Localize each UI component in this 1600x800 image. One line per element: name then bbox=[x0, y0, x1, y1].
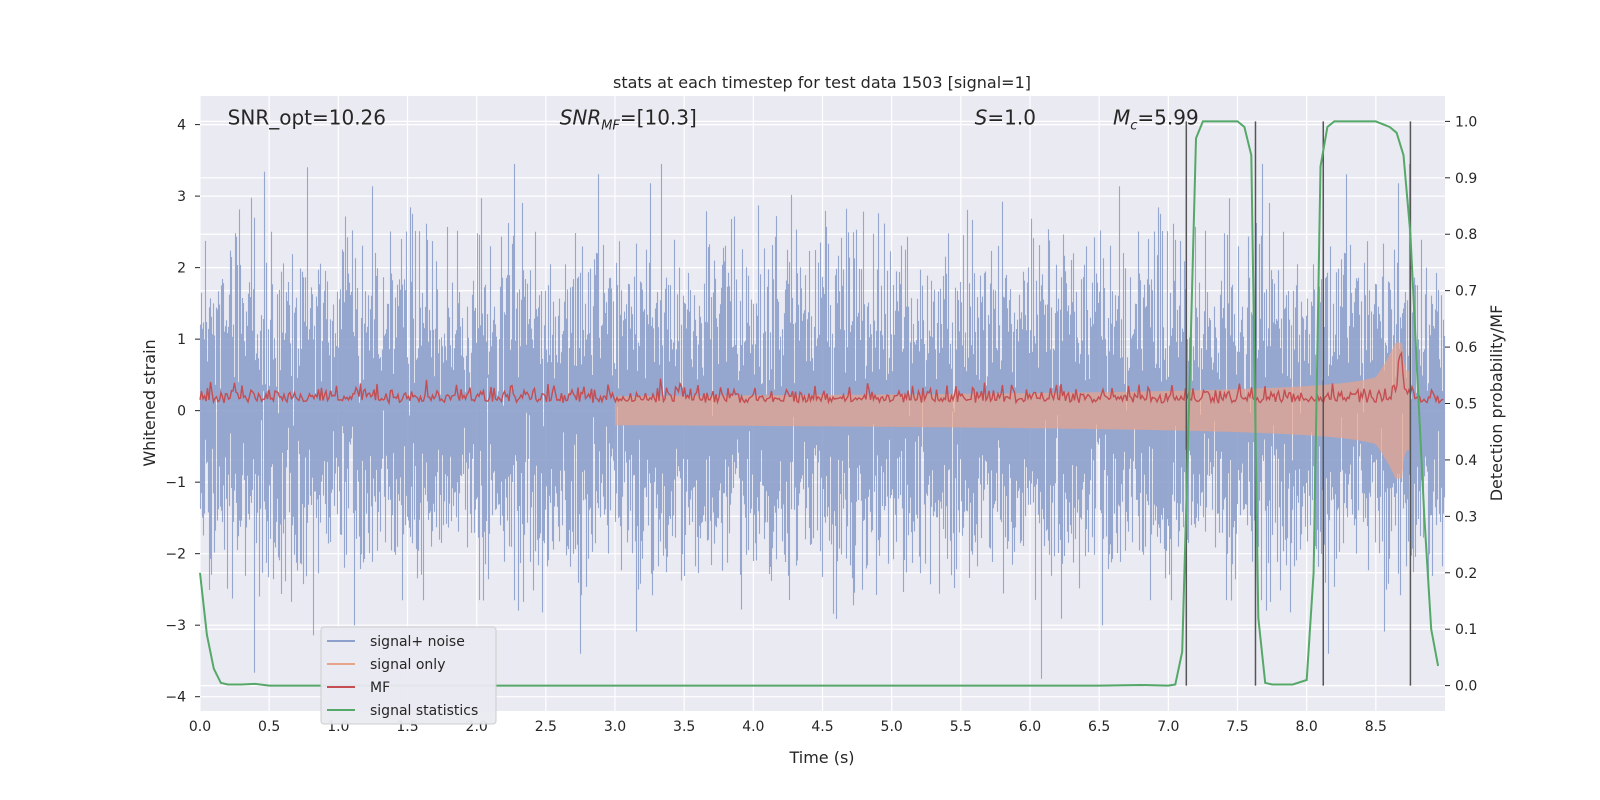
y2-tick-label-8: 0.8 bbox=[1455, 227, 1477, 243]
y-tick-label-1: −3 bbox=[165, 618, 186, 634]
x-tick-label-7: 3.5 bbox=[673, 719, 695, 735]
legend-box bbox=[320, 626, 497, 725]
x-tick-label-5: 2.5 bbox=[535, 719, 557, 735]
y2-tick-label-10: 1.0 bbox=[1455, 114, 1477, 130]
x-axis-label: Time (s) bbox=[788, 748, 854, 767]
y2-tick-label-0: 0.0 bbox=[1455, 679, 1477, 695]
y-axis-label: Whitened strain bbox=[140, 339, 159, 466]
x-tick-label-0: 0.0 bbox=[189, 719, 211, 735]
y2-tick-label-6: 0.6 bbox=[1455, 340, 1477, 356]
y2-tick-label-2: 0.2 bbox=[1455, 566, 1477, 582]
x-tick-label-12: 6.0 bbox=[1019, 719, 1041, 735]
y-tick-label-8: 4 bbox=[177, 118, 186, 134]
mf-line bbox=[199, 350, 1444, 406]
x-tick-label-6: 3.0 bbox=[604, 719, 626, 735]
y-tick-label-4: 0 bbox=[177, 404, 186, 420]
x-tick-label-10: 5.0 bbox=[881, 719, 903, 735]
y-tick-label-5: 1 bbox=[177, 332, 186, 348]
y-tick-label-7: 3 bbox=[177, 189, 186, 205]
y-tick-label-3: −1 bbox=[165, 475, 186, 491]
legend-label-2: MF bbox=[370, 680, 390, 696]
legend-label-1: signal only bbox=[370, 657, 445, 673]
y2-tick-label-5: 0.5 bbox=[1455, 397, 1477, 413]
x-tick-label-16: 8.0 bbox=[1296, 719, 1318, 735]
x-tick-label-13: 6.5 bbox=[1088, 719, 1110, 735]
y-tick-label-6: 2 bbox=[177, 261, 186, 277]
signal-only-line bbox=[615, 342, 1409, 479]
y2-axis-label: Detection probability/MF bbox=[1487, 305, 1506, 502]
annotation-2: S=1.0 bbox=[975, 105, 1036, 129]
annotations: SNR_opt=10.26 SNRMF=[10.3] S=1.0 Mc=5.99 bbox=[228, 105, 1199, 133]
chart-title: stats at each timestep for test data 150… bbox=[613, 73, 1031, 92]
y2-tick-label-4: 0.4 bbox=[1455, 453, 1477, 469]
annotation-1: SNRMF=[10.3] bbox=[560, 105, 697, 133]
mf-series bbox=[199, 350, 1444, 406]
legend: signal+ noise signal only MF signal statist… bbox=[320, 626, 497, 725]
x-tick-label-8: 4.0 bbox=[742, 719, 764, 735]
x-tick-label-9: 4.5 bbox=[811, 719, 833, 735]
y2-tick-label-7: 0.7 bbox=[1455, 284, 1477, 300]
x-tick-label-11: 5.5 bbox=[950, 719, 972, 735]
y-tick-label-0: −4 bbox=[165, 690, 186, 706]
x-tick-label-1: 0.5 bbox=[258, 719, 280, 735]
y-tick-label-2: −2 bbox=[165, 547, 186, 563]
legend-label-3: signal statistics bbox=[370, 703, 478, 719]
legend-label-0: signal+ noise bbox=[370, 634, 465, 650]
y2-tick-label-9: 0.9 bbox=[1455, 171, 1477, 187]
annotation-0: SNR_opt=10.26 bbox=[228, 105, 386, 129]
x-tick-label-17: 8.5 bbox=[1365, 719, 1387, 735]
x-tick-label-14: 7.0 bbox=[1157, 719, 1179, 735]
y2-tick-label-1: 0.1 bbox=[1455, 622, 1477, 638]
x-tick-label-15: 7.5 bbox=[1226, 719, 1248, 735]
annotation-3: Mc=5.99 bbox=[1113, 105, 1199, 133]
signal-only-series bbox=[615, 342, 1409, 479]
ticks: 0.0 0.5 1.0 1.5 2.0 2.5 3.0 3.5 4.0 4.5 5.0 5.5 6.0 6… bbox=[165, 114, 1477, 735]
y2-tick-label-3: 0.3 bbox=[1455, 509, 1477, 525]
